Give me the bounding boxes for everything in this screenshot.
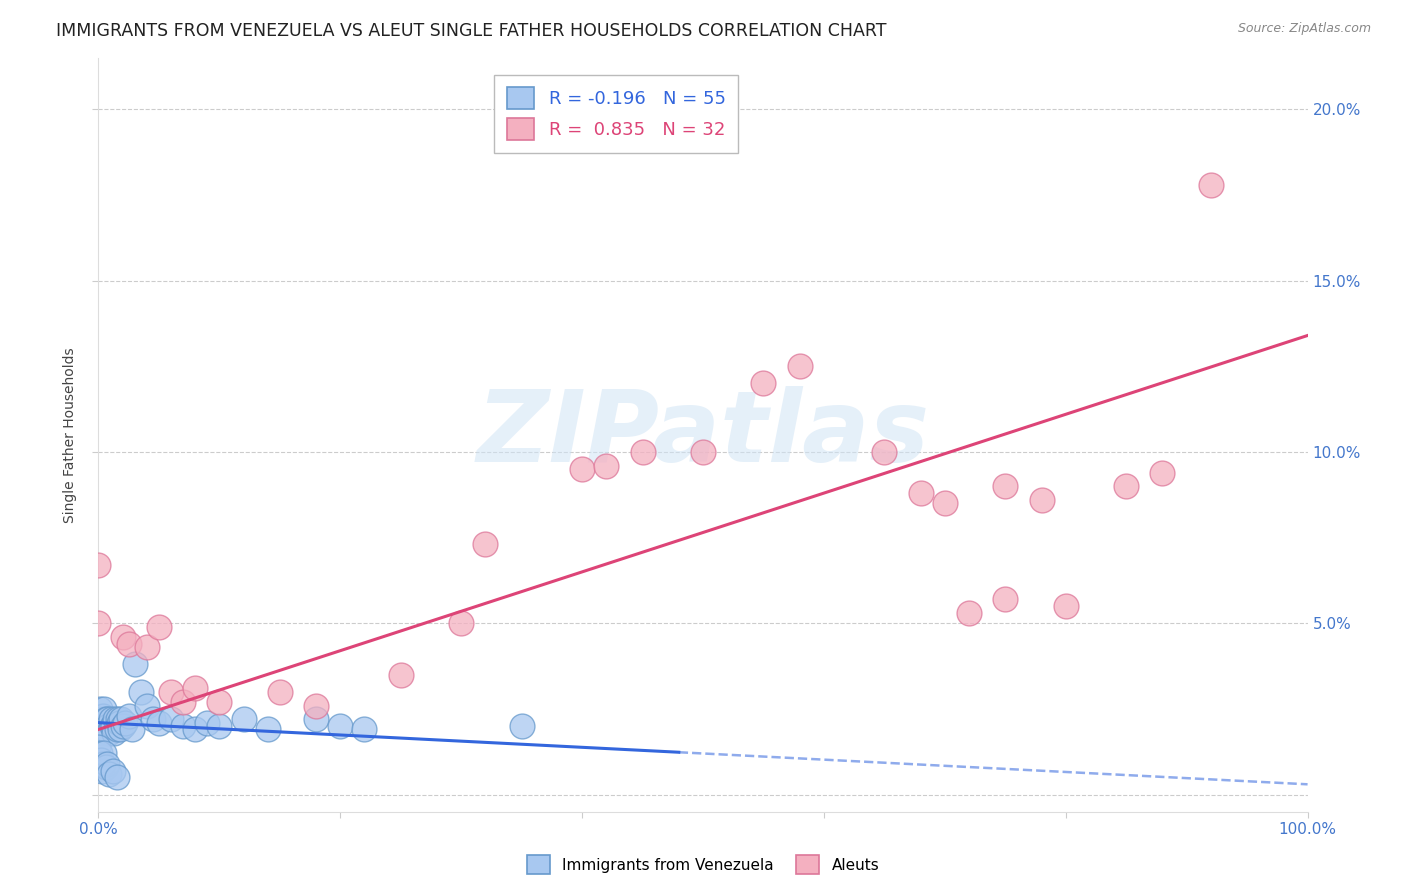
Point bbox=[97, 719, 120, 733]
Point bbox=[148, 715, 170, 730]
Point bbox=[91, 726, 114, 740]
Point bbox=[94, 712, 117, 726]
Legend: R = -0.196   N = 55, R =  0.835   N = 32: R = -0.196 N = 55, R = 0.835 N = 32 bbox=[495, 75, 738, 153]
Point bbox=[124, 657, 146, 672]
Point bbox=[110, 712, 132, 726]
Point bbox=[1031, 492, 1053, 507]
Point bbox=[208, 695, 231, 709]
Point bbox=[96, 712, 118, 726]
Point bbox=[91, 712, 114, 726]
Point bbox=[873, 445, 896, 459]
Text: ZIPatlas: ZIPatlas bbox=[477, 386, 929, 483]
Point bbox=[752, 376, 775, 391]
Point bbox=[148, 620, 170, 634]
Point bbox=[94, 719, 117, 733]
Point bbox=[135, 640, 157, 655]
Point bbox=[91, 764, 114, 778]
Point bbox=[121, 723, 143, 737]
Point bbox=[114, 715, 136, 730]
Point bbox=[94, 760, 117, 774]
Point bbox=[160, 685, 183, 699]
Point bbox=[111, 630, 134, 644]
Point bbox=[184, 723, 207, 737]
Point bbox=[184, 681, 207, 696]
Point bbox=[305, 712, 328, 726]
Point bbox=[91, 708, 114, 723]
Point bbox=[108, 715, 131, 730]
Point bbox=[93, 715, 115, 730]
Point bbox=[195, 715, 218, 730]
Y-axis label: Single Father Households: Single Father Households bbox=[63, 347, 77, 523]
Point bbox=[571, 462, 593, 476]
Point bbox=[910, 486, 932, 500]
Point bbox=[957, 606, 980, 620]
Point bbox=[692, 445, 714, 459]
Point bbox=[91, 756, 114, 771]
Point bbox=[172, 719, 194, 733]
Point bbox=[1115, 479, 1137, 493]
Point bbox=[631, 445, 654, 459]
Point bbox=[104, 712, 127, 726]
Point bbox=[118, 637, 141, 651]
Point bbox=[595, 458, 617, 473]
Point bbox=[142, 712, 165, 726]
Text: IMMIGRANTS FROM VENEZUELA VS ALEUT SINGLE FATHER HOUSEHOLDS CORRELATION CHART: IMMIGRANTS FROM VENEZUELA VS ALEUT SINGL… bbox=[56, 22, 887, 40]
Point bbox=[100, 719, 122, 733]
Point bbox=[118, 708, 141, 723]
Point bbox=[789, 359, 811, 374]
Point bbox=[1152, 466, 1174, 480]
Point bbox=[87, 712, 110, 726]
Point bbox=[90, 719, 112, 733]
Point bbox=[934, 496, 956, 510]
Point bbox=[93, 747, 115, 761]
Point bbox=[107, 712, 129, 726]
Point bbox=[208, 719, 231, 733]
Point bbox=[98, 767, 121, 781]
Point bbox=[111, 719, 134, 733]
Point bbox=[108, 723, 131, 737]
Point bbox=[135, 698, 157, 713]
Point bbox=[101, 764, 124, 778]
Point bbox=[450, 616, 472, 631]
Point bbox=[474, 537, 496, 551]
Legend: Immigrants from Venezuela, Aleuts: Immigrants from Venezuela, Aleuts bbox=[520, 849, 886, 880]
Point bbox=[353, 723, 375, 737]
Point bbox=[87, 616, 110, 631]
Point bbox=[994, 592, 1017, 607]
Point bbox=[1054, 599, 1077, 614]
Point bbox=[90, 753, 112, 767]
Point bbox=[269, 685, 291, 699]
Text: Source: ZipAtlas.com: Source: ZipAtlas.com bbox=[1237, 22, 1371, 36]
Point bbox=[1199, 178, 1222, 192]
Point bbox=[105, 723, 128, 737]
Point bbox=[89, 702, 111, 716]
Point bbox=[232, 712, 254, 726]
Point bbox=[98, 726, 121, 740]
Point bbox=[103, 726, 125, 740]
Point bbox=[87, 558, 110, 572]
Point bbox=[389, 667, 412, 681]
Point bbox=[256, 723, 278, 737]
Point bbox=[994, 479, 1017, 493]
Point bbox=[172, 695, 194, 709]
Point bbox=[101, 719, 124, 733]
Point bbox=[89, 747, 111, 761]
Point bbox=[160, 712, 183, 726]
Point bbox=[96, 756, 118, 771]
Point bbox=[97, 726, 120, 740]
Point bbox=[305, 698, 328, 713]
Point bbox=[329, 719, 352, 733]
Point bbox=[93, 702, 115, 716]
Point bbox=[105, 771, 128, 785]
Point bbox=[510, 719, 533, 733]
Point bbox=[87, 739, 110, 754]
Point bbox=[129, 685, 152, 699]
Point bbox=[100, 712, 122, 726]
